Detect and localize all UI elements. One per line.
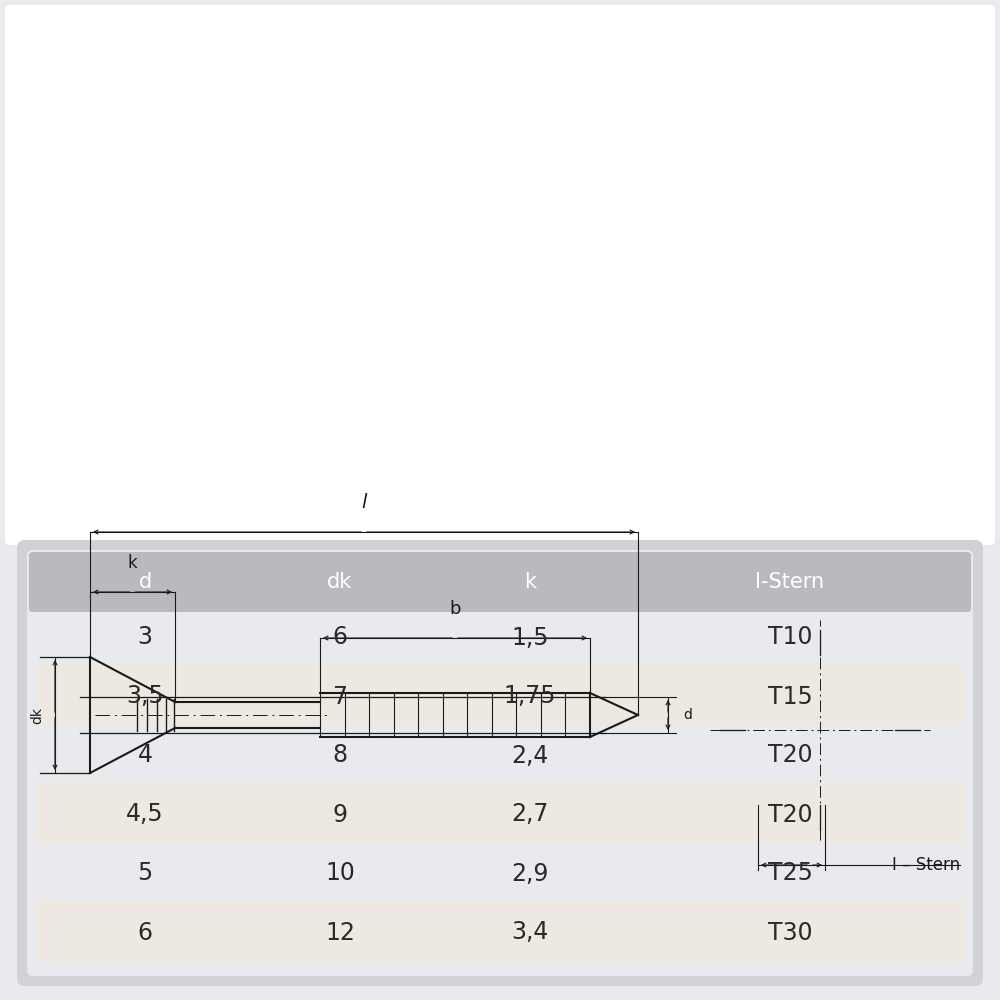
Polygon shape: [443, 693, 467, 705]
Text: 3,5: 3,5: [126, 684, 164, 708]
Text: I-Stern: I-Stern: [755, 572, 825, 592]
Text: 2,7: 2,7: [511, 802, 549, 826]
Text: T30: T30: [768, 920, 812, 944]
Text: d: d: [683, 708, 692, 722]
Text: T10: T10: [768, 626, 812, 650]
FancyBboxPatch shape: [36, 782, 964, 844]
Text: k: k: [128, 554, 137, 572]
Text: dk: dk: [327, 572, 353, 592]
FancyBboxPatch shape: [27, 550, 973, 976]
Text: T20: T20: [768, 744, 812, 768]
Text: 1,5: 1,5: [511, 626, 549, 650]
Polygon shape: [565, 725, 590, 737]
Polygon shape: [394, 693, 418, 705]
Text: T20: T20: [768, 802, 812, 826]
Polygon shape: [418, 693, 443, 705]
Text: 1,75: 1,75: [504, 684, 556, 708]
Text: 5: 5: [137, 861, 153, 886]
Text: k: k: [524, 572, 536, 592]
Text: dk: dk: [30, 706, 44, 724]
FancyBboxPatch shape: [5, 5, 995, 545]
Polygon shape: [541, 725, 565, 737]
Text: 3,4: 3,4: [511, 920, 549, 944]
Polygon shape: [394, 725, 418, 737]
Polygon shape: [516, 725, 541, 737]
Polygon shape: [516, 693, 541, 705]
Text: 8: 8: [332, 744, 348, 768]
Text: I – Stern: I – Stern: [892, 856, 960, 874]
Text: b: b: [449, 600, 461, 618]
Text: 6: 6: [332, 626, 348, 650]
Polygon shape: [492, 725, 516, 737]
Text: 7: 7: [332, 684, 348, 708]
Polygon shape: [492, 693, 516, 705]
Text: 9: 9: [332, 802, 348, 826]
Polygon shape: [443, 725, 467, 737]
Polygon shape: [345, 725, 369, 737]
Polygon shape: [345, 693, 369, 705]
Text: 6: 6: [138, 920, 152, 944]
Polygon shape: [541, 693, 565, 705]
Polygon shape: [320, 725, 345, 737]
FancyBboxPatch shape: [36, 900, 964, 962]
Polygon shape: [467, 725, 492, 737]
Text: 3: 3: [138, 626, 152, 650]
Polygon shape: [369, 725, 394, 737]
Text: T25: T25: [768, 861, 812, 886]
Text: d: d: [138, 572, 152, 592]
Text: 12: 12: [325, 920, 355, 944]
Polygon shape: [320, 693, 345, 705]
Text: T15: T15: [768, 684, 812, 708]
Text: 10: 10: [325, 861, 355, 886]
Polygon shape: [369, 693, 394, 705]
Text: 4: 4: [138, 744, 152, 768]
FancyBboxPatch shape: [36, 664, 964, 726]
Polygon shape: [418, 725, 443, 737]
Text: 2,4: 2,4: [511, 744, 549, 768]
FancyBboxPatch shape: [17, 540, 983, 986]
Polygon shape: [565, 693, 590, 705]
Text: 2,9: 2,9: [511, 861, 549, 886]
FancyBboxPatch shape: [29, 552, 971, 612]
Text: l: l: [361, 493, 367, 512]
Text: 4,5: 4,5: [126, 802, 164, 826]
Polygon shape: [467, 693, 492, 705]
